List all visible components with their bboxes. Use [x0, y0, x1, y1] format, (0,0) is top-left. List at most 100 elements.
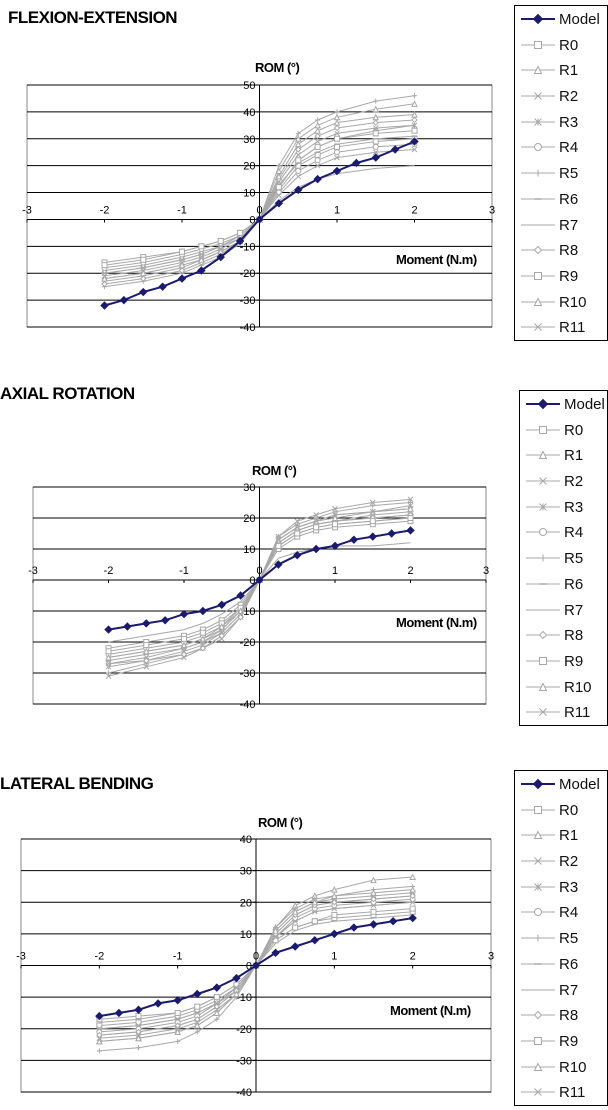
data-point [314, 157, 321, 164]
legend-label: R6 [564, 575, 584, 593]
legend-swatch [521, 882, 555, 891]
legend-entry-r3: R3 [515, 876, 607, 898]
legend-label: R10 [564, 678, 592, 696]
legend-swatch [521, 224, 555, 226]
x-tick-label: -3 [16, 951, 26, 963]
data-point [158, 282, 167, 291]
data-point [272, 927, 279, 934]
data-point [236, 591, 245, 600]
data-point [275, 184, 282, 191]
data-point [370, 889, 377, 896]
y-tick-label: 20 [240, 897, 252, 909]
data-point [105, 653, 112, 661]
data-point [539, 656, 547, 665]
data-point [532, 13, 544, 25]
data-point [199, 644, 207, 652]
data-point [333, 113, 341, 121]
y-tick-label: -30 [236, 1055, 252, 1067]
legend-swatch [526, 708, 560, 717]
y-axis-label: ROM (°) [255, 60, 299, 75]
y-tick-label: 30 [240, 866, 252, 878]
data-point [178, 267, 186, 274]
y-tick-label: 10 [240, 929, 252, 941]
legend-swatch [526, 398, 560, 410]
data-point [534, 934, 542, 942]
data-point [134, 1005, 143, 1014]
data-point [237, 229, 244, 236]
data-point [349, 923, 359, 932]
y-axis-label: ROM (°) [258, 815, 302, 830]
data-point [411, 146, 418, 153]
data-point [372, 130, 379, 137]
data-point [352, 158, 361, 168]
data-point [390, 145, 400, 154]
chart-legend: Model R0 R1 R2 R3 R4 R5 R6 R7 R8 R9 R10 R11 [514, 5, 608, 341]
data-point [177, 274, 187, 283]
data-point [409, 885, 416, 893]
data-point [142, 647, 150, 655]
data-point [143, 663, 150, 670]
data-point [411, 110, 418, 118]
legend-entry-r9: R9 [515, 265, 607, 287]
data-point [333, 124, 341, 132]
x-tick-label: -2 [94, 951, 104, 963]
data-point [334, 135, 340, 142]
legend-label: R6 [559, 955, 579, 973]
data-point [534, 92, 542, 100]
y-tick-label: 40 [243, 107, 255, 119]
data-point [534, 40, 542, 49]
data-point [179, 248, 185, 255]
data-point [295, 146, 302, 153]
legend-swatch [521, 40, 555, 49]
x-tick-label: 3 [483, 565, 489, 577]
legend-swatch [526, 656, 560, 665]
legend-label: R4 [564, 524, 584, 542]
data-point [314, 138, 321, 145]
data-point [334, 109, 340, 115]
legend-label: R9 [559, 1032, 579, 1050]
legend-label: R8 [564, 627, 584, 645]
data-point [294, 524, 301, 531]
x-tick-label: 2 [411, 204, 417, 216]
data-point [370, 908, 377, 915]
legend-swatch [526, 528, 560, 537]
legend-entry-r4: R4 [515, 136, 607, 158]
x-axis-label: Moment (N.m) [396, 615, 477, 630]
data-point [539, 708, 547, 717]
legend-label: R7 [559, 981, 579, 999]
data-point [174, 1022, 181, 1029]
legend-entry-r10: R10 [520, 676, 607, 698]
data-point [123, 622, 132, 631]
data-point [233, 990, 240, 997]
x-axis-label: Moment (N.m) [390, 1003, 471, 1018]
data-point [101, 274, 108, 282]
legend-entry-r1: R1 [515, 59, 607, 81]
data-point [539, 528, 547, 537]
data-point [407, 496, 414, 503]
data-point [311, 918, 318, 925]
data-point [143, 642, 150, 649]
legend-swatch [521, 1011, 555, 1020]
legend-entry-r7: R7 [520, 599, 607, 621]
data-point [274, 560, 283, 569]
data-point [314, 127, 321, 134]
data-point [388, 917, 398, 926]
legend-entry-r1: R1 [515, 824, 607, 846]
data-point [331, 885, 338, 893]
data-point [198, 243, 205, 250]
data-point [274, 199, 284, 208]
legend-swatch [521, 246, 555, 255]
legend-swatch [521, 1061, 555, 1071]
data-point [173, 996, 182, 1005]
data-point [372, 105, 380, 113]
legend-swatch [526, 425, 560, 434]
legend-swatch [521, 934, 555, 942]
data-point [218, 622, 226, 630]
legend-entry-model: Model [515, 8, 607, 30]
data-point [292, 918, 299, 925]
legend-label: R9 [564, 652, 584, 670]
legend-swatch [521, 857, 555, 865]
legend-label: R3 [559, 113, 579, 131]
